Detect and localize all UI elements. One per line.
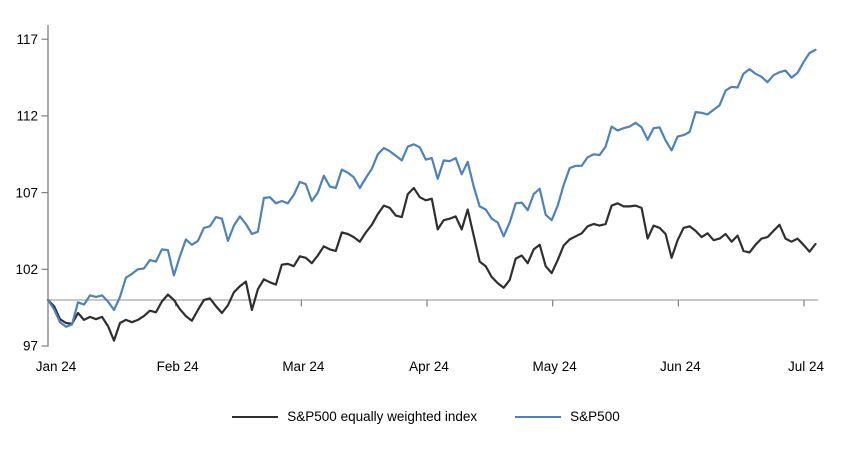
legend-swatch-equal-weighted <box>232 415 279 418</box>
x-tick-label: Jan 24 <box>36 359 77 374</box>
series-line-equal-weighted <box>46 186 817 342</box>
legend-item-sp500: S&P500 <box>515 409 620 424</box>
y-tick-label: 117 <box>16 32 38 47</box>
y-tick-label: 112 <box>16 109 38 124</box>
legend-label-sp500: S&P500 <box>570 409 620 424</box>
x-tick-label: Feb 24 <box>157 359 200 374</box>
y-tick-label: 107 <box>15 185 38 200</box>
legend-label-equal-weighted: S&P500 equally weighted index <box>287 409 478 424</box>
y-tick-label: 102 <box>15 262 38 277</box>
series-line-sp500 <box>46 48 817 328</box>
x-tick-label: May 24 <box>533 359 578 374</box>
x-tick-label: Jun 24 <box>660 359 701 374</box>
x-tick-label: Jul 24 <box>788 359 825 374</box>
legend: S&P500 equally weighted index S&P500 <box>0 409 852 424</box>
x-tick-label: Apr 24 <box>409 359 449 374</box>
y-tick-label: 97 <box>23 339 38 354</box>
x-tick-label: Mar 24 <box>282 359 325 374</box>
legend-item-equal-weighted: S&P500 equally weighted index <box>232 409 477 424</box>
legend-swatch-sp500 <box>515 415 562 418</box>
